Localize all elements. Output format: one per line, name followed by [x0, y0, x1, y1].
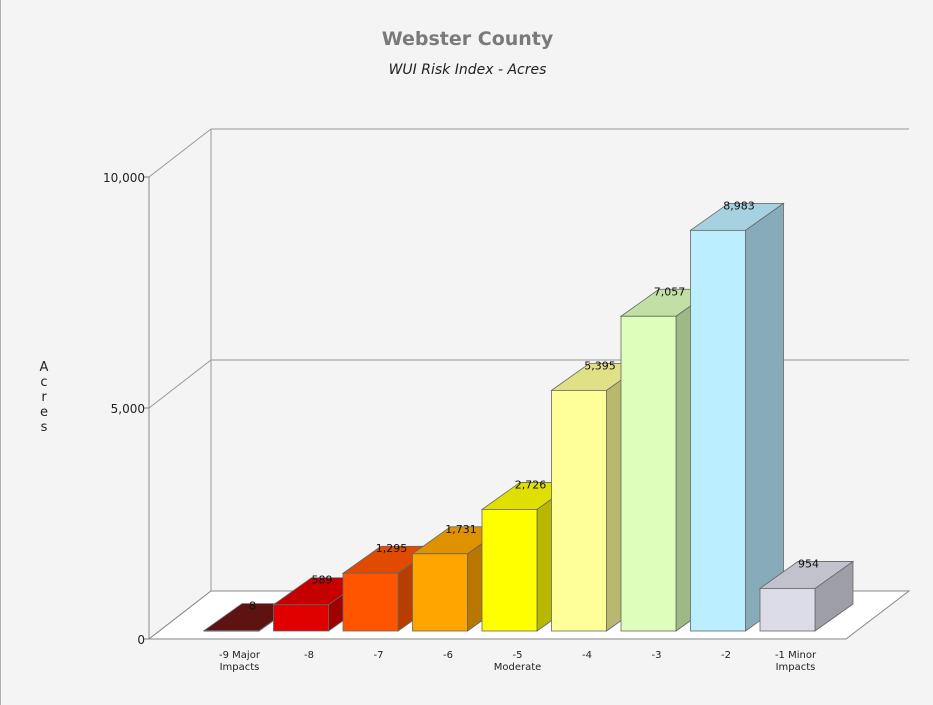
y-tick-label: 5,000 — [111, 402, 145, 416]
bar — [203, 630, 260, 632]
y-axis-label-letter: e — [40, 405, 48, 420]
bar — [690, 229, 746, 632]
bar — [412, 553, 468, 632]
bar-value-label: 7,057 — [654, 285, 686, 298]
bar-value-label: 1,295 — [376, 542, 408, 555]
bar-value-label: 8 — [249, 600, 256, 613]
x-tick-label-line2: Impacts — [220, 662, 260, 673]
bar — [620, 315, 677, 632]
x-tick-label: -8 — [304, 650, 314, 661]
chart-subtitle: WUI Risk Index - Acres — [388, 62, 547, 78]
bar-value-label: 2,726 — [515, 478, 547, 491]
y-tick-label: 0 — [137, 633, 145, 647]
gridline-diagonal — [148, 128, 212, 178]
bar — [759, 588, 816, 632]
bar-value-label: 8,983 — [723, 199, 755, 212]
bar-side — [745, 202, 784, 632]
y-axis-label-letter: s — [40, 420, 48, 435]
x-tick-label: -4 — [582, 650, 592, 661]
x-tick-label: -6 — [443, 650, 453, 661]
bar — [342, 572, 399, 632]
y-axis-label-letter: A — [39, 360, 49, 375]
x-tick-label-line2: Impacts — [776, 662, 816, 673]
x-tick-label: -9 Major — [219, 650, 261, 661]
bar-value-label: 589 — [312, 574, 333, 587]
x-tick-label: -7 — [374, 650, 384, 661]
x-tick-label: -2 — [721, 650, 731, 661]
bar-value-label: 5,395 — [584, 359, 616, 372]
bar — [551, 389, 607, 632]
bar — [273, 604, 329, 632]
y-axis-label-letter: r — [41, 390, 47, 405]
x-tick-label: -5 — [513, 650, 523, 661]
chart-title: Webster County — [381, 28, 554, 50]
x-tick-label: -3 — [652, 650, 662, 661]
bar — [481, 509, 538, 632]
bar-value-label: 1,731 — [445, 523, 477, 536]
gridline-diagonal — [148, 359, 212, 409]
x-tick-label: -1 Minor — [775, 650, 817, 661]
x-tick-label-line2: Moderate — [494, 662, 542, 673]
bar-value-label: 954 — [798, 557, 819, 570]
y-axis-label-letter: c — [40, 375, 48, 390]
y-tick-label: 10,000 — [103, 171, 145, 185]
